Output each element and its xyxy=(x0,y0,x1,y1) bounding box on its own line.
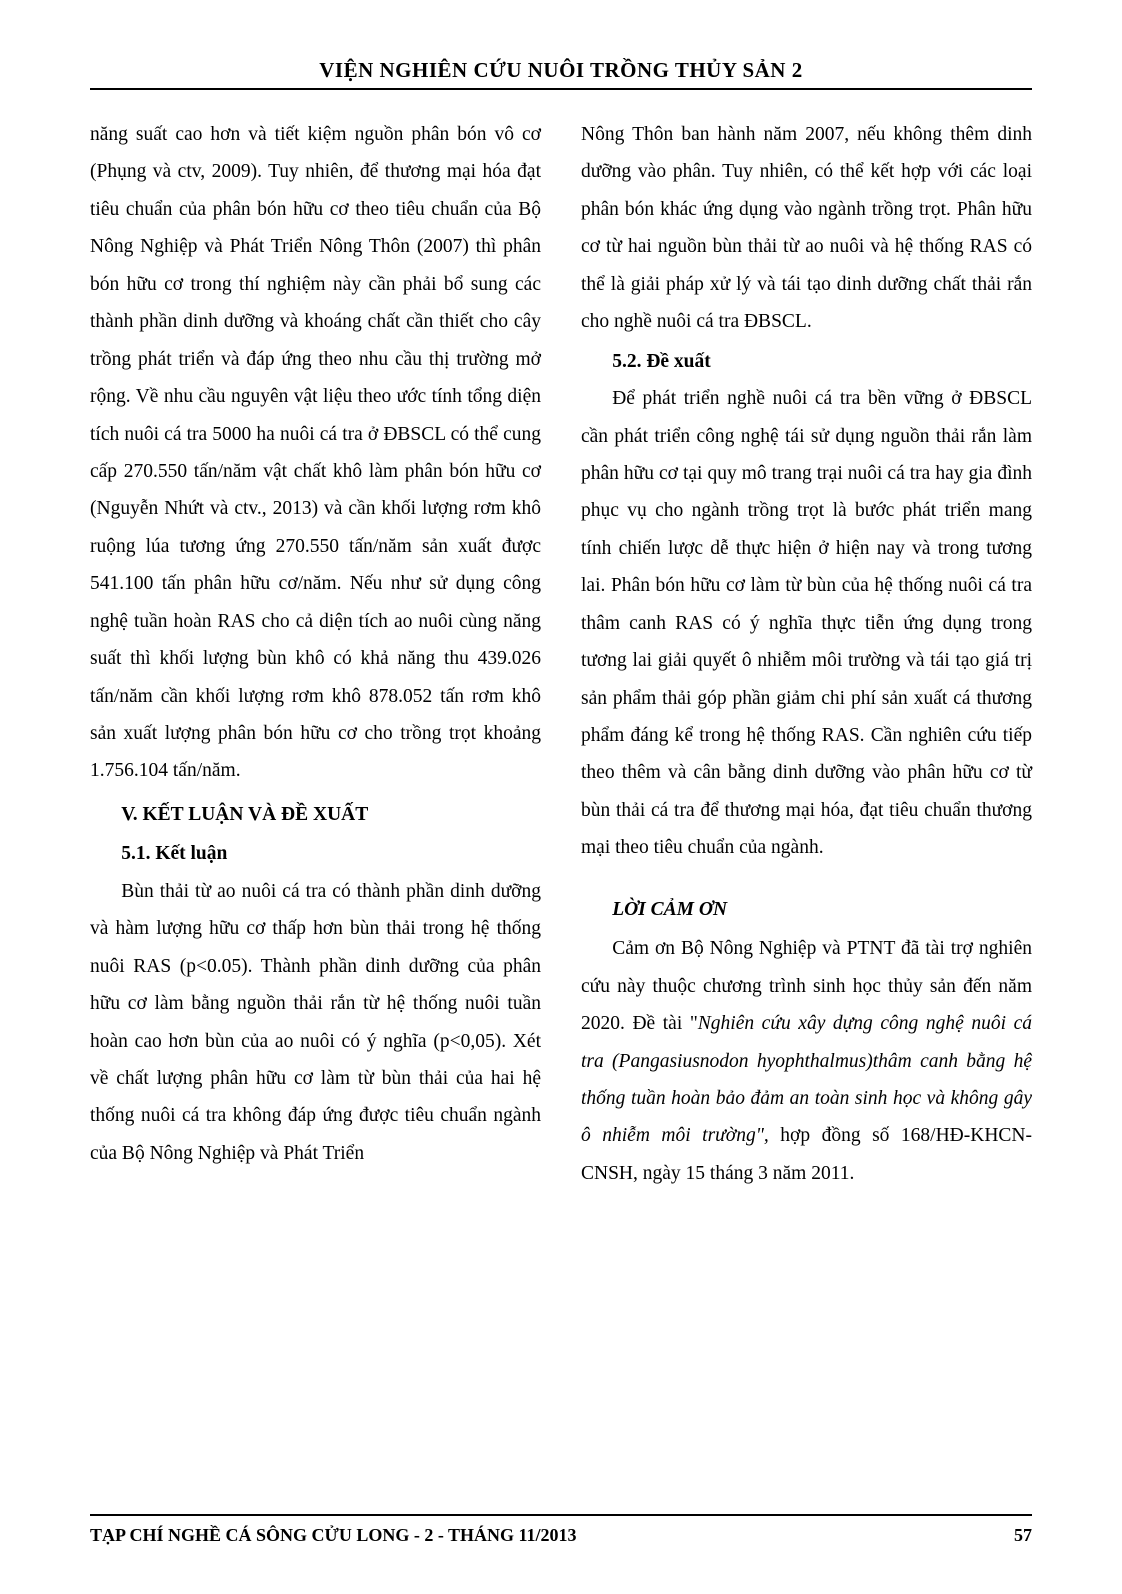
page-header: VIỆN NGHIÊN CỨU NUÔI TRỒNG THỦY SẢN 2 xyxy=(90,58,1032,90)
body-paragraph: Nông Thôn ban hành năm 2007, nếu không t… xyxy=(581,116,1032,341)
institution-name: VIỆN NGHIÊN CỨU NUÔI TRỒNG THỦY SẢN 2 xyxy=(319,58,802,82)
body-paragraph: năng suất cao hơn và tiết kiệm nguồn phâ… xyxy=(90,116,541,790)
left-column: năng suất cao hơn và tiết kiệm nguồn phâ… xyxy=(90,116,541,1192)
right-column: Nông Thôn ban hành năm 2007, nếu không t… xyxy=(581,116,1032,1192)
two-column-content: năng suất cao hơn và tiết kiệm nguồn phâ… xyxy=(90,116,1032,1192)
section-heading-v: V. KẾT LUẬN VÀ ĐỀ XUẤT xyxy=(90,796,541,833)
body-paragraph: Bùn thải từ ao nuôi cá tra có thành phần… xyxy=(90,873,541,1173)
subsection-heading-51: 5.1. Kết luận xyxy=(90,835,541,872)
body-paragraph: Để phát triển nghề nuôi cá tra bền vững … xyxy=(581,380,1032,867)
page-footer: TẠP CHÍ NGHỀ CÁ SÔNG CỬU LONG - 2 - THÁN… xyxy=(90,1514,1032,1546)
page-number: 57 xyxy=(1014,1525,1032,1546)
acknowledgement-paragraph: Cảm ơn Bộ Nông Nghiệp và PTNT đã tài trợ… xyxy=(581,930,1032,1192)
subsection-heading-52: 5.2. Đề xuất xyxy=(581,343,1032,380)
acknowledgement-heading: LỜI CẢM ƠN xyxy=(581,891,1032,928)
journal-info: TẠP CHÍ NGHỀ CÁ SÔNG CỬU LONG - 2 - THÁN… xyxy=(90,1525,577,1546)
